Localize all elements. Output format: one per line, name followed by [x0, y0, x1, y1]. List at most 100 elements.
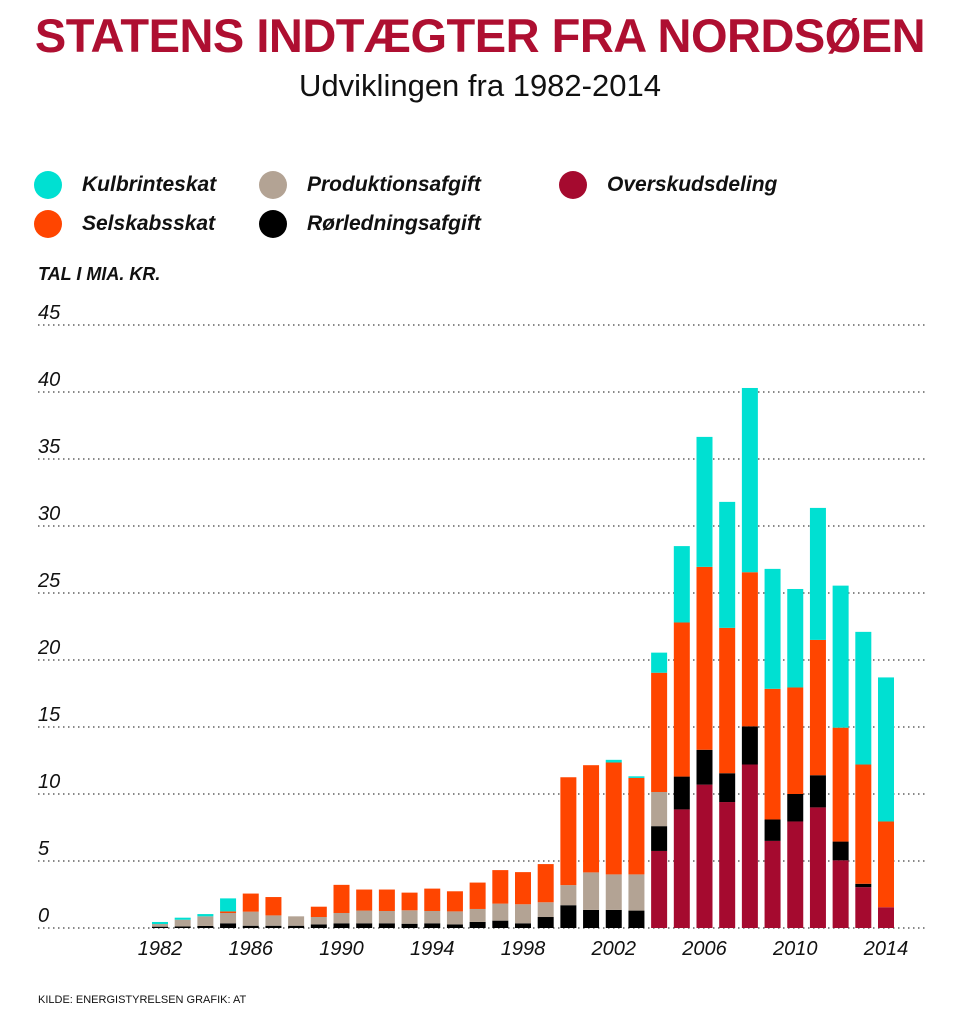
legend-label: Rørledningsafgift [307, 212, 481, 235]
bar-segment-rørledningsafgift [764, 819, 781, 841]
bar-segment-selskabsskat [310, 906, 327, 918]
x-tick-label: 2002 [591, 938, 637, 960]
x-tick-label: 1986 [229, 938, 274, 960]
bar-segment-selskabsskat [537, 864, 554, 903]
bar-segment-selskabsskat [220, 911, 237, 913]
x-tick-label: 2010 [772, 938, 818, 960]
bar-segment-rørledningsafgift [265, 925, 282, 928]
bar-segment-selskabsskat [832, 727, 849, 842]
bar-segment-kulbrinteskat [605, 759, 622, 763]
y-tick-label: 5 [38, 838, 50, 860]
bar-segment-produktionsafgift [469, 908, 486, 922]
bar-segment-rørledningsafgift [583, 909, 600, 928]
bar-stack-1993 [401, 892, 418, 928]
bar-segment-kulbrinteskat [628, 776, 645, 778]
y-axis-unit-label: TAL I MIA. KR. [38, 264, 161, 284]
bar-segment-overskudsdeling [787, 821, 804, 928]
bar-segment-selskabsskat [492, 870, 509, 904]
bar-segment-selskabsskat [401, 892, 418, 911]
bar-segment-selskabsskat [673, 622, 690, 777]
bar-segment-produktionsafgift [152, 923, 168, 927]
bar-segment-kulbrinteskat [696, 436, 713, 567]
bar-segment-rørledningsafgift [446, 924, 463, 928]
bar-segment-rørledningsafgift [741, 726, 758, 765]
bar-segment-selskabsskat [605, 762, 622, 875]
legend-label: Kulbrinteskat [82, 173, 217, 196]
bar-segment-rørledningsafgift [333, 923, 350, 928]
bar-segment-rørledningsafgift [492, 920, 509, 928]
bar-segment-selskabsskat [628, 777, 645, 875]
bar-stack-1988 [288, 916, 305, 928]
x-tick-label: 1998 [501, 938, 546, 960]
y-tick-label: 20 [37, 637, 60, 659]
bar-stack-1989 [310, 906, 327, 928]
bar-stack-2009 [764, 568, 781, 928]
bar-segment-kulbrinteskat [764, 568, 781, 689]
legend-item-overskudsdeling: Overskudsdeling [559, 171, 777, 199]
bar-segment-kulbrinteskat [651, 652, 668, 673]
bar-segment-overskudsdeling [855, 887, 872, 928]
legend-swatch-icon [559, 171, 587, 199]
bar-stack-1983 [174, 917, 191, 928]
bar-segment-kulbrinteskat [197, 914, 214, 917]
bar-segment-selskabsskat [855, 764, 872, 884]
y-tick-label: 15 [38, 704, 61, 726]
bar-stack-1982 [152, 921, 168, 928]
legend-item-selskabsskat: Selskabsskat [34, 210, 215, 238]
bar-segment-kulbrinteskat [855, 631, 872, 765]
bar-segment-selskabsskat [356, 889, 373, 911]
bar-segment-overskudsdeling [696, 784, 713, 928]
bar-segment-rørledningsafgift [673, 776, 690, 810]
bar-stack-2011 [809, 507, 826, 928]
legend-item-rorledningsafgift: Rørledningsafgift [259, 210, 481, 238]
bar-segment-kulbrinteskat [719, 501, 736, 628]
bar-segment-overskudsdeling [741, 764, 758, 928]
y-tick-label: 40 [38, 369, 60, 391]
bar-stack-1991 [356, 889, 373, 928]
y-tick-label: 35 [38, 436, 61, 458]
bar-segment-produktionsafgift [492, 903, 509, 921]
bar-segment-selskabsskat [265, 897, 282, 916]
bar-segment-rørledningsafgift [537, 917, 554, 928]
bar-segment-overskudsdeling [809, 807, 826, 928]
bar-segment-selskabsskat [378, 889, 395, 911]
bar-segment-rørledningsafgift [809, 775, 826, 808]
bar-segment-overskudsdeling [878, 907, 894, 928]
bar-stack-1996 [469, 882, 486, 928]
bar-segment-selskabsskat [560, 777, 577, 886]
bar-segment-produktionsafgift [560, 885, 577, 906]
bar-segment-kulbrinteskat [741, 387, 758, 573]
bar-segment-kulbrinteskat [152, 921, 168, 924]
bar-segment-produktionsafgift [197, 916, 214, 926]
bar-segment-selskabsskat [242, 893, 259, 912]
x-tick-label: 1990 [319, 938, 364, 960]
x-tick-label: 1994 [410, 938, 455, 960]
bar-stack-1990 [333, 884, 350, 928]
bar-segment-rørledningsafgift [515, 923, 531, 928]
bar-stack-2001 [583, 765, 600, 928]
bar-stack-2007 [719, 501, 736, 928]
y-tick-label: 30 [38, 503, 60, 525]
bar-segment-rørledningsafgift [651, 826, 668, 851]
bar-segment-produktionsafgift [356, 910, 373, 924]
legend-swatch-icon [34, 210, 62, 238]
bar-segment-rørledningsafgift [719, 773, 736, 803]
bar-segment-selskabsskat [787, 687, 804, 794]
bar-segment-kulbrinteskat [878, 677, 894, 822]
bar-segment-produktionsafgift [378, 910, 395, 924]
bar-stack-2012 [832, 585, 849, 928]
bar-segment-produktionsafgift [583, 872, 600, 910]
bar-stack-1994 [424, 888, 441, 928]
bar-segment-kulbrinteskat [809, 507, 826, 640]
x-tick-label: 2014 [863, 938, 909, 960]
x-tick-label: 1982 [138, 938, 183, 960]
bar-segment-produktionsafgift [628, 874, 645, 911]
bar-segment-produktionsafgift [310, 917, 327, 925]
bar-segment-selskabsskat [583, 765, 600, 873]
bar-segment-rørledningsafgift [288, 925, 305, 928]
legend-label: Overskudsdeling [607, 173, 778, 196]
legend-label: Selskabsskat [82, 212, 216, 235]
bar-stack-1987 [265, 897, 282, 928]
bar-segment-selskabsskat [878, 821, 894, 908]
